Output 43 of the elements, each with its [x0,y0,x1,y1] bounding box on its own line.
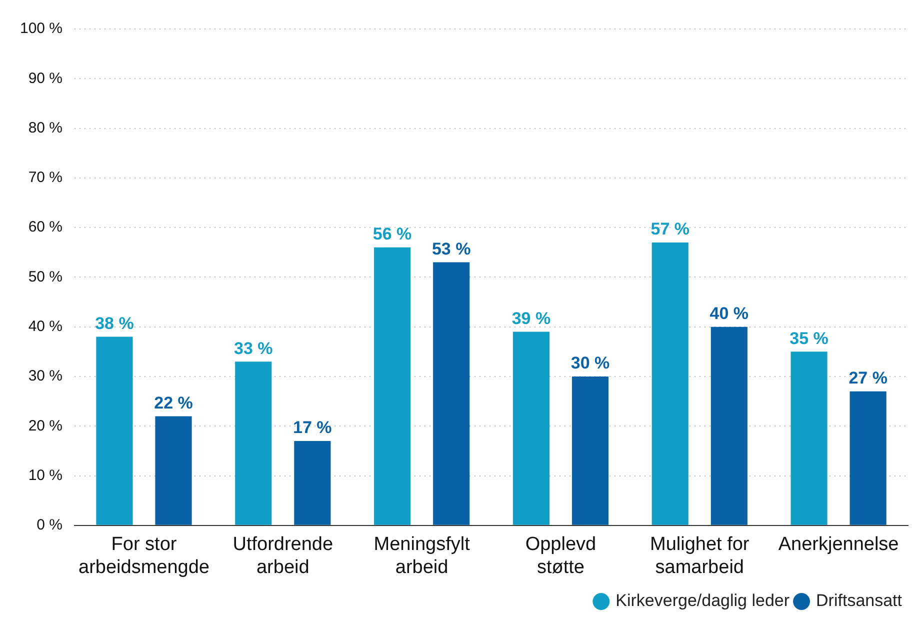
y-tick-label: 60 % [28,218,63,236]
y-tick-label: 70 % [28,169,63,186]
x-tick-label: Utfordrende arbeid [232,534,334,578]
data-label: 22 % [154,393,193,412]
bar [374,247,411,525]
y-tick-label: 10 % [28,466,63,484]
x-tick-label: Meningsfylt arbeid [374,534,471,578]
data-label: 27 % [848,368,888,388]
data-label: 33 % [234,338,273,358]
data-label: 39 % [512,308,551,328]
x-tick-label: Anerkjennelse [778,534,899,556]
data-label: 53 % [432,239,471,258]
y-tick-label: 100 % [20,20,63,38]
bar [710,326,748,525]
bar [155,416,192,525]
data-label: 56 % [372,224,412,244]
data-label: 57 % [650,220,690,239]
bar [790,352,828,525]
legend-label: Kirkeverge/daglig leder [616,591,790,610]
bar [652,242,688,525]
bar [294,441,331,525]
y-tick-label: 50 % [28,268,63,286]
data-label: 38 % [95,314,134,333]
data-label: 40 % [710,304,749,324]
y-tick-label: 40 % [28,318,63,335]
bar [96,336,133,525]
x-tick-label: For stor arbeidsmengde [78,534,210,578]
x-tick-label: Mulighet for samarbeid [650,534,750,578]
y-tick-label: 90 % [28,70,63,87]
bar [512,332,550,525]
y-tick-label: 0 % [36,516,63,534]
x-tick-label: Opplevd støtte [525,534,596,578]
y-tick-label: 20 % [28,417,63,434]
bar [235,362,272,525]
data-label: 30 % [570,354,610,373]
bar [572,376,609,525]
data-label: 35 % [790,328,828,348]
y-tick-label: 80 % [28,119,63,136]
y-tick-label: 30 % [28,368,63,385]
bar [850,391,886,525]
data-label: 17 % [293,418,332,438]
bar [433,262,470,525]
legend-label: Driftsansatt [816,591,902,610]
